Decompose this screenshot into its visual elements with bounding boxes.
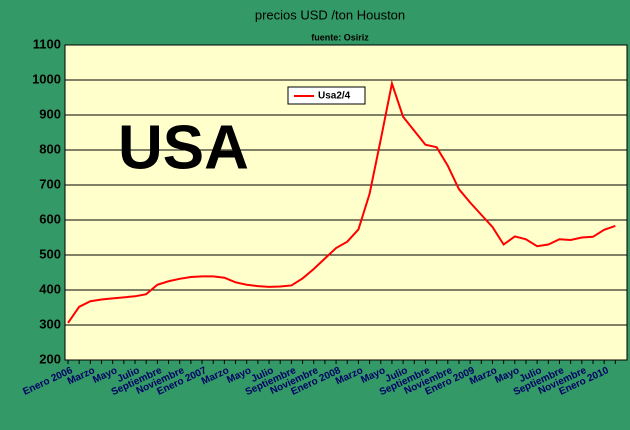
y-tick-label: 400 (39, 281, 61, 296)
annotation: USA (118, 113, 249, 182)
y-tick-label: 1100 (33, 36, 61, 51)
y-tick-label: 700 (39, 176, 61, 191)
y-tick-label: 200 (39, 351, 61, 366)
legend (287, 86, 366, 105)
y-tick-label: 600 (39, 211, 61, 226)
y-tick-label: 300 (39, 316, 61, 331)
y-tick-label: 1000 (32, 71, 61, 86)
line-series (67, 79, 616, 324)
y-tick-label: 900 (39, 106, 61, 121)
y-tick-label: 500 (39, 246, 61, 261)
y-tick-label: 800 (39, 141, 61, 156)
chart-subtitle: fuente: Osiriz (311, 32, 369, 42)
legend-label: Usa2/4 (318, 91, 351, 102)
chart-title: precios USD /ton Houston (255, 7, 405, 22)
